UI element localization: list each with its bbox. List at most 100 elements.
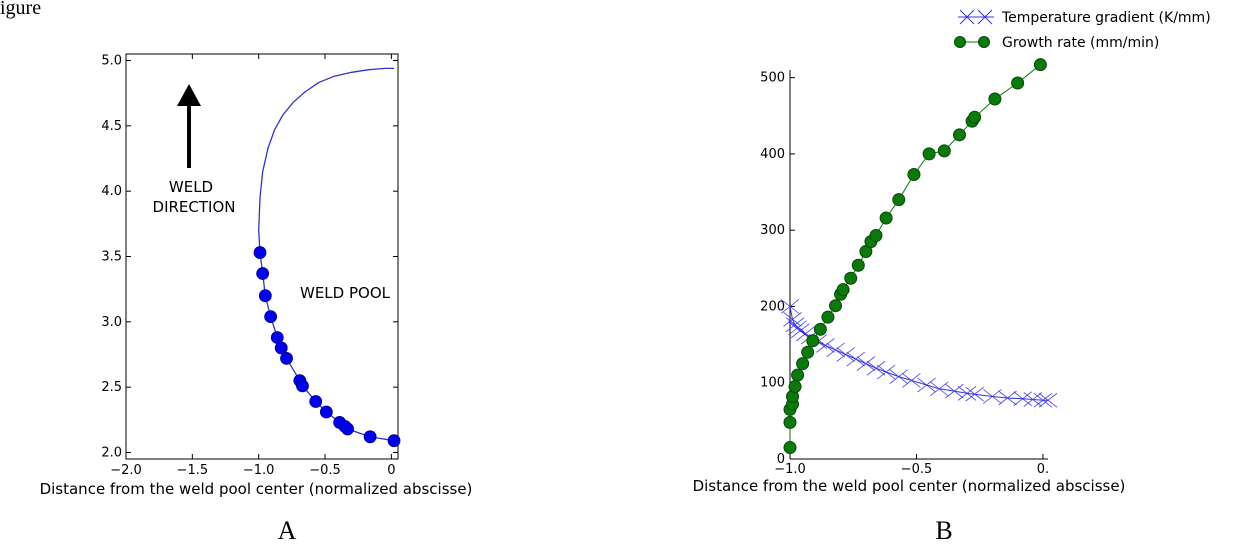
chart-b-legend: Temperature gradient (K/mm) Growth rate … bbox=[954, 9, 1211, 51]
chart-a-points bbox=[253, 246, 401, 448]
chart-b-marker-dot bbox=[783, 415, 797, 429]
chart-b-panel-label: B bbox=[935, 516, 952, 545]
chart-b-marker-dot bbox=[796, 357, 810, 371]
chart-a-x-tick-label: 0 bbox=[387, 463, 395, 478]
chart-b-y-tick-label: 100 bbox=[760, 376, 785, 391]
chart-a-point bbox=[309, 395, 323, 408]
chart-a-x-tick-label: −0.5 bbox=[309, 463, 341, 478]
chart-b-y-tick-label: 500 bbox=[760, 71, 785, 86]
chart-b-marker-dot bbox=[907, 167, 921, 181]
chart-b-series-growth-line bbox=[789, 64, 1041, 448]
chart-b-y-tick-label: 200 bbox=[760, 299, 785, 314]
chart-b-marker-dot bbox=[783, 441, 797, 455]
weld-pool-label: WELD POOL bbox=[300, 284, 391, 302]
chart-b-marker-x bbox=[836, 347, 855, 362]
chart-a-point bbox=[387, 434, 401, 448]
legend-label-temperature: Temperature gradient (K/mm) bbox=[1001, 10, 1211, 26]
up-arrow-icon bbox=[177, 84, 201, 168]
chart-b-marker-dot bbox=[829, 299, 843, 313]
chart-b-marker-dot bbox=[922, 147, 936, 161]
chart-a-y-tick-label: 3.0 bbox=[101, 315, 122, 330]
chart-a-y-tick-label: 2.0 bbox=[101, 445, 122, 460]
chart-a-x-tick-label: −2.0 bbox=[110, 463, 142, 478]
chart-b-marker-x bbox=[856, 356, 876, 372]
chart-a-y-tick-label: 4.5 bbox=[101, 119, 122, 134]
chart-b-marker-dot bbox=[937, 144, 951, 158]
chart-b-y-tick-label: 400 bbox=[760, 147, 785, 162]
chart-b-marker-x bbox=[780, 299, 800, 314]
chart-b-marker-x bbox=[889, 369, 909, 384]
chart-a-panel-label: A bbox=[278, 516, 297, 545]
chart-b-marker-x bbox=[785, 317, 805, 333]
chart-b-marker-dot bbox=[869, 229, 883, 243]
chart-b-marker-x bbox=[846, 351, 866, 367]
chart-b-marker-x bbox=[929, 381, 949, 397]
chart-a-point bbox=[264, 310, 278, 323]
chart-a-point bbox=[363, 430, 377, 444]
chart-b-marker-dot bbox=[844, 271, 858, 285]
chart-b-marker-dot bbox=[813, 322, 827, 336]
chart-b-x-tick-label: −1.0 bbox=[774, 462, 806, 477]
chart-a-point bbox=[274, 341, 288, 355]
weld-direction-label-line2: DIRECTION bbox=[153, 198, 236, 216]
chart-a-y-tick-label: 2.5 bbox=[101, 380, 122, 395]
legend-marker-temperature bbox=[958, 9, 994, 25]
chart-b-marker-x bbox=[965, 386, 984, 402]
chart-b-marker-x bbox=[816, 337, 835, 353]
chart-b-marker-dot bbox=[806, 334, 820, 348]
chart-b-marker-x bbox=[983, 389, 1002, 404]
chart-b-marker-x bbox=[826, 342, 845, 358]
chart-b-x-tick-label: −0.5 bbox=[901, 462, 933, 477]
chart-b: −1.0 −0.5 0. 0 100 200 300 400 500 Temperature … bbox=[693, 9, 1211, 545]
chart-b-marker-x bbox=[1038, 392, 1058, 408]
chart-a-x-axis: −2.0 −1.5 −1.0 −0.5 0 bbox=[110, 54, 396, 478]
chart-a-point bbox=[258, 289, 272, 303]
chart-a-point bbox=[296, 379, 309, 393]
chart-b-x-axis-label: Distance from the weld pool center (norm… bbox=[693, 477, 1126, 495]
figure-header: igure bbox=[0, 0, 41, 19]
chart-b-marker-x bbox=[957, 386, 977, 401]
chart-b-marker-dot bbox=[851, 258, 865, 272]
chart-a-x-tick-label: −1.5 bbox=[177, 463, 209, 478]
chart-b-marker-x bbox=[1033, 392, 1053, 408]
chart-a-point bbox=[319, 405, 333, 419]
chart-b-marker-dot bbox=[1033, 58, 1047, 72]
chart-a-x-axis-label: Distance from the weld pool center (norm… bbox=[40, 480, 473, 498]
chart-a-point bbox=[256, 267, 270, 280]
chart-b-marker-x bbox=[876, 364, 896, 380]
chart-b-marker-x bbox=[783, 312, 802, 327]
chart-a-y-tick-label: 5.0 bbox=[101, 54, 122, 69]
chart-a-point bbox=[253, 246, 267, 259]
chart-a-boundary-curve bbox=[258, 67, 395, 442]
chart-a-y-tick-label: 4.0 bbox=[101, 184, 122, 199]
chart-b-x-tick-label: 0. bbox=[1037, 462, 1049, 477]
chart-b-marker-dot bbox=[952, 128, 966, 142]
chart-b-marker-x bbox=[866, 360, 886, 376]
chart-b-marker-dot bbox=[892, 193, 906, 207]
chart-b-marker-dot bbox=[791, 368, 805, 382]
chart-b-x-axis: −1.0 −0.5 0. bbox=[774, 454, 1049, 477]
legend-label-growth: Growth rate (mm/min) bbox=[1002, 35, 1159, 51]
chart-a-y-axis: 2.0 2.5 3.0 3.5 4.0 4.5 5.0 bbox=[101, 54, 398, 460]
chart-b-marker-x bbox=[945, 383, 964, 399]
chart-b-marker-x bbox=[917, 377, 936, 393]
chart-a: −2.0 −1.5 −1.0 −0.5 0 2.02.53.03.54.04.55.0 … bbox=[40, 53, 473, 545]
chart-b-y-tick-label: 0 bbox=[777, 452, 785, 467]
chart-b-marker-x bbox=[998, 390, 1017, 406]
chart-b-marker-dot bbox=[821, 310, 835, 324]
chart-b-marker-x bbox=[902, 373, 921, 388]
chart-b-marker-dot bbox=[988, 92, 1002, 106]
chart-b-series-growth-markers bbox=[783, 58, 1047, 455]
chart-b-y-tick-label: 300 bbox=[760, 223, 785, 238]
chart-b-marker-dot bbox=[788, 380, 802, 394]
chart-b-marker-dot bbox=[836, 283, 850, 297]
chart-b-marker-dot bbox=[968, 110, 982, 124]
chart-b-marker-dot bbox=[801, 345, 815, 359]
legend-marker-growth bbox=[954, 36, 990, 48]
weld-direction-label-line1: WELD bbox=[169, 178, 213, 196]
chart-a-point bbox=[341, 422, 354, 436]
chart-b-marker-x bbox=[790, 323, 810, 339]
chart-b-marker-x bbox=[1013, 391, 1032, 407]
chart-a-y-tick-label: 3.5 bbox=[101, 250, 122, 265]
